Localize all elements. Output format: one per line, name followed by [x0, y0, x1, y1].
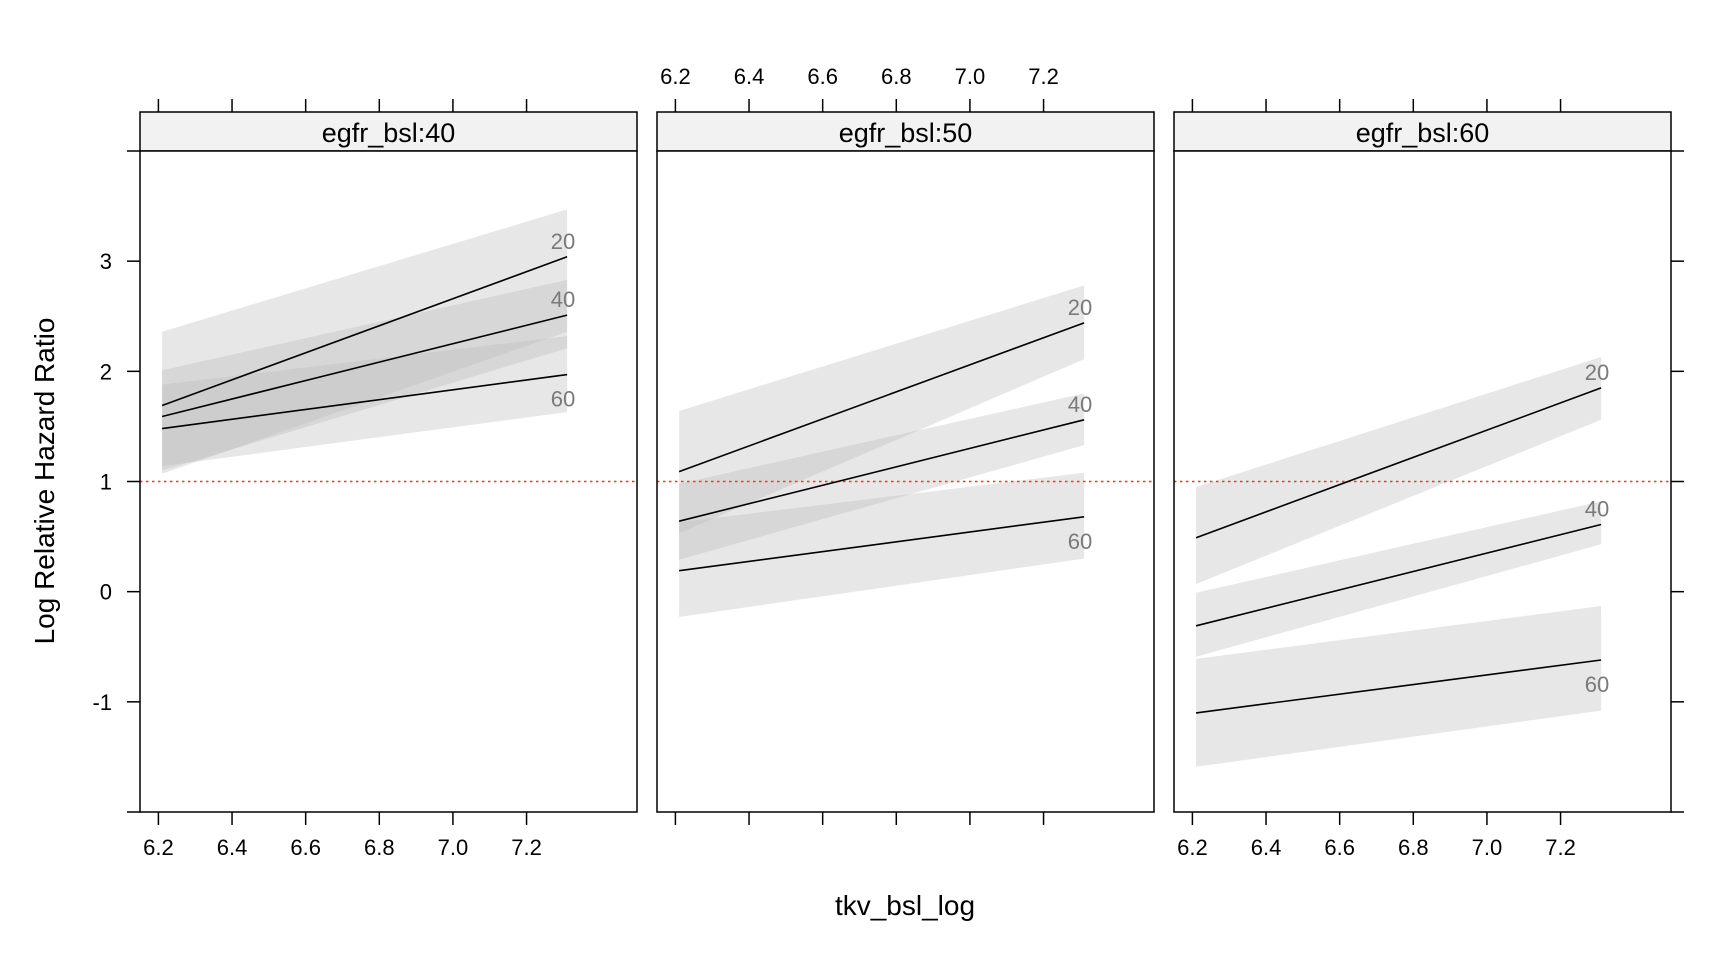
series-line-60	[161, 373, 568, 430]
y-tick-label: 0	[100, 580, 112, 605]
series-label-20: 20	[1585, 360, 1609, 385]
x-tick-label: 6.4	[1251, 835, 1282, 860]
panel-strip	[656, 111, 1155, 152]
x-tick-label-top: 7.2	[1028, 64, 1059, 89]
confidence-band-60	[679, 472, 1085, 617]
panel-strip	[1173, 111, 1672, 152]
series-label-20: 20	[1068, 295, 1092, 320]
panel-strip	[139, 111, 638, 152]
x-tick-label: 6.8	[364, 835, 395, 860]
series-line-20	[1195, 387, 1602, 539]
panel-strip-label: egfr_bsl:60	[1356, 118, 1490, 148]
series-line-40	[1195, 523, 1602, 627]
x-tick-label: 6.2	[1177, 835, 1208, 860]
series-line-40	[678, 419, 1085, 522]
series-label-60: 60	[1585, 672, 1609, 697]
x-tick-label-top: 6.2	[660, 64, 691, 89]
x-tick-label: 6.4	[217, 835, 248, 860]
panel-strip-label: egfr_bsl:50	[839, 118, 973, 148]
y-tick-label: -1	[92, 690, 112, 715]
series-line-40	[161, 314, 568, 418]
right-y-axis	[1671, 150, 1684, 813]
series-label-40: 40	[1068, 392, 1092, 417]
series-label-40: 40	[1585, 496, 1609, 521]
y-tick-label: 1	[100, 470, 112, 495]
series-label-60: 60	[1068, 529, 1092, 554]
series-label-40: 40	[551, 287, 575, 312]
x-tick-label: 7.0	[1472, 835, 1503, 860]
x-tick-label-top: 6.6	[807, 64, 838, 89]
bottom-x-axis: 6.2 6.4 6.6 6.8 7.0 7.2 6.2 6.4 6.6 6.8 7.0 7.2	[143, 812, 1576, 860]
panel-frame	[656, 150, 1155, 813]
y-tick-label: 3	[100, 249, 112, 274]
series-line-20	[161, 256, 568, 407]
x-tick-label: 6.6	[290, 835, 321, 860]
confidence-band-20	[679, 285, 1085, 534]
x-tick-label: 6.2	[143, 835, 174, 860]
confidence-band-20	[1196, 357, 1602, 584]
panel-3: egfr_bsl:60 20 40 60	[1173, 111, 1672, 813]
series-line-60	[678, 516, 1085, 572]
panel-2: egfr_bsl:50 20 40 60	[656, 111, 1155, 813]
series-line-60	[1195, 659, 1602, 714]
x-tick-label-top: 7.0	[955, 64, 986, 89]
confidence-band-40	[1196, 501, 1602, 657]
series-label-60: 60	[551, 387, 575, 412]
x-tick-label: 7.2	[511, 835, 542, 860]
confidence-band-20	[162, 209, 568, 474]
y-axis-title: Log Relative Hazard Ratio	[29, 318, 60, 645]
x-tick-label: 7.2	[1545, 835, 1576, 860]
panel-1: egfr_bsl:40 20 40 60	[139, 111, 638, 813]
confidence-band-40	[679, 393, 1085, 560]
x-tick-label: 6.6	[1324, 835, 1355, 860]
y-tick-label: 2	[100, 359, 112, 384]
x-axis-title: tkv_bsl_log	[835, 890, 975, 921]
panels: egfr_bsl:40204060egfr_bsl:50204060egfr_b…	[139, 111, 1672, 813]
panel-strip-label: egfr_bsl:40	[322, 118, 456, 148]
top-x-axis: 6.2 6.4 6.6 6.8 7.0 7.2	[157, 64, 1562, 112]
left-y-axis: 3 2 1 0 -1	[92, 150, 140, 813]
series-line-20	[678, 322, 1085, 473]
series-label-20: 20	[551, 229, 575, 254]
x-tick-label-top: 6.8	[881, 64, 912, 89]
x-tick-label-top: 6.4	[734, 64, 765, 89]
confidence-band-40	[162, 279, 568, 471]
x-tick-label: 6.8	[1398, 835, 1429, 860]
x-tick-label: 7.0	[438, 835, 469, 860]
